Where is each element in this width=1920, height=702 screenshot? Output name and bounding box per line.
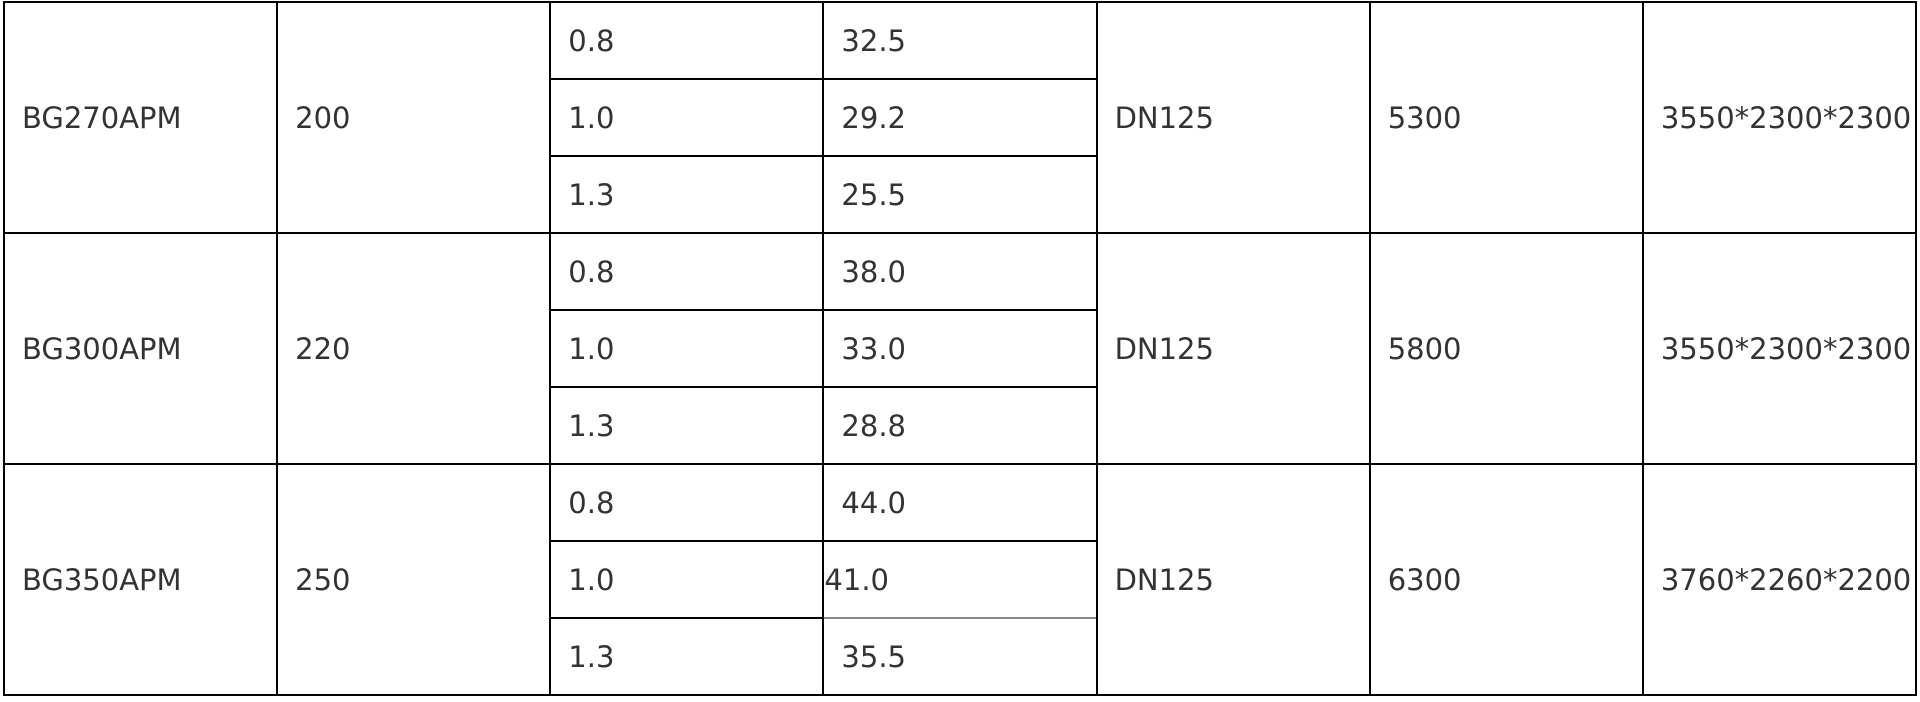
value-cell: 250 [276, 463, 552, 696]
model-cell: BG270APM [2, 1, 279, 234]
dimensions-cell: 3550*2300*2300 [1641, 232, 1918, 465]
flow-cell: 25.5 [822, 155, 1098, 234]
dn-cell: DN125 [1095, 1, 1371, 234]
pressure-cell: 1.3 [549, 155, 825, 234]
flow-cell: 29.2 [822, 78, 1098, 157]
pressure-cell: 1.0 [549, 309, 825, 388]
dn-cell: DN125 [1095, 232, 1371, 465]
table-row: BG350APM 250 0.8 44.0 DN125 6300 3760*2260*220… [2, 463, 1918, 696]
pressure-cell: 1.3 [549, 386, 825, 465]
table-row: 1.3 35.5 [4, 617, 1916, 696]
dimensions-cell: 3550*2300*2300 [1641, 1, 1918, 234]
weight-cell: 6300 [1368, 463, 1644, 696]
model-cell: BG350APM [2, 463, 279, 696]
table-row: 1.0 41.0 [4, 540, 1916, 619]
flow-cell: 32.5 [822, 1, 1098, 80]
flow-cell: 28.8 [822, 386, 1098, 465]
flow-cell: 38.0 [822, 232, 1098, 311]
pressure-cell: 0.8 [549, 232, 825, 311]
table-row: 1.3 28.8 [4, 386, 1916, 465]
dn-cell: DN125 [1095, 463, 1371, 696]
pressure-cell: 1.0 [549, 78, 825, 157]
weight-cell: 5300 [1368, 1, 1644, 234]
model-cell: BG300APM [2, 232, 279, 465]
dimensions-cell: 3760*2260*2200 [1641, 463, 1918, 696]
flow-cell: 41.0 [822, 540, 1098, 619]
flow-cell: 35.5 [822, 617, 1098, 696]
pressure-cell: 1.3 [549, 617, 825, 696]
table-row: BG300APM 220 0.8 38.0 DN125 5800 3550*2300*230… [2, 232, 1918, 465]
table-row: 1.0 33.0 [4, 309, 1916, 388]
table-row: BG270APM 200 0.8 32.5 DN125 5300 3550*2300*230… [2, 1, 1918, 234]
table-row: 1.3 25.5 [4, 155, 1916, 234]
weight-cell: 5800 [1368, 232, 1644, 465]
value-cell: 200 [276, 1, 552, 234]
table-row: 1.0 29.2 [4, 78, 1916, 157]
value-cell: 220 [276, 232, 552, 465]
pressure-cell: 0.8 [549, 1, 825, 80]
flow-cell: 44.0 [822, 463, 1098, 542]
flow-cell: 33.0 [822, 309, 1098, 388]
pressure-cell: 0.8 [549, 463, 825, 542]
pressure-cell: 1.0 [549, 540, 825, 619]
